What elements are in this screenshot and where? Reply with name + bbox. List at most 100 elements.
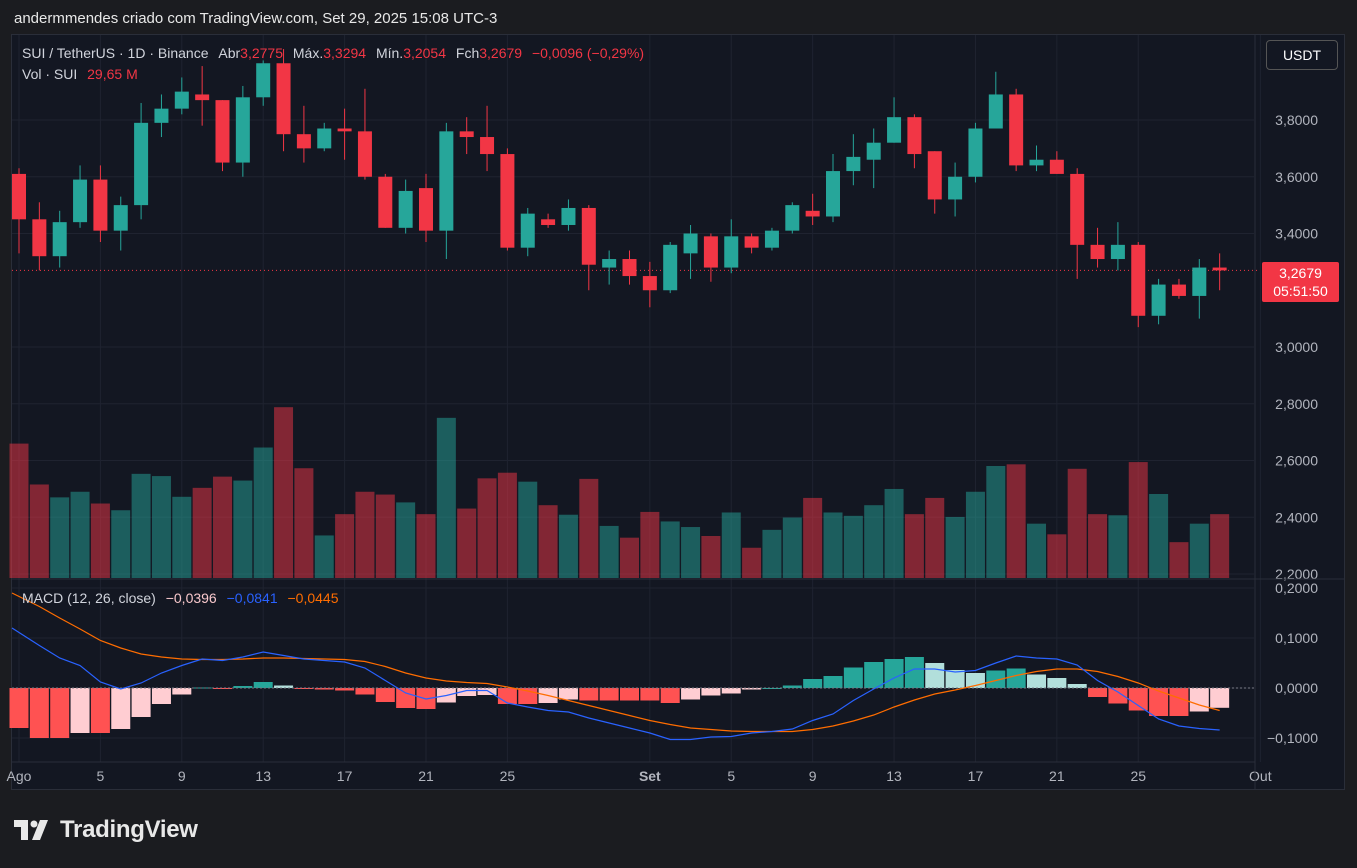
candle-body bbox=[541, 219, 556, 225]
macd-histogram-bar bbox=[1210, 688, 1230, 708]
close-value: 3,2679 bbox=[479, 45, 523, 61]
candle-body bbox=[235, 97, 250, 163]
time-tick-label: 21 bbox=[418, 768, 434, 784]
volume-bar bbox=[965, 491, 985, 578]
candle-body bbox=[1090, 244, 1105, 260]
macd-histogram-bar bbox=[1169, 688, 1189, 716]
macd-tick-label: 0,1000 bbox=[1275, 630, 1318, 646]
low-label: Mín. bbox=[375, 45, 404, 61]
volume-bar bbox=[1210, 514, 1230, 578]
candle-body bbox=[357, 131, 372, 177]
volume-bar bbox=[782, 517, 802, 578]
macd-histogram-bar bbox=[1189, 688, 1209, 712]
volume-bar bbox=[762, 529, 782, 578]
candle-body bbox=[663, 244, 678, 291]
candle-body bbox=[703, 236, 718, 268]
candle-body bbox=[12, 173, 26, 220]
macd-tick-label: −0,1000 bbox=[1267, 730, 1318, 746]
volume-bar bbox=[233, 480, 253, 578]
candle-body bbox=[968, 128, 983, 177]
volume-bar bbox=[396, 502, 416, 578]
macd-histogram-bar bbox=[29, 688, 49, 738]
volume-bar bbox=[660, 521, 680, 578]
macd-histogram-bar bbox=[1027, 674, 1046, 688]
candle-body bbox=[642, 276, 657, 291]
macd-histogram-bar bbox=[904, 657, 924, 688]
candle-body bbox=[1212, 267, 1227, 271]
candle-body bbox=[296, 134, 311, 149]
macd-histogram-bar bbox=[721, 688, 741, 694]
volume-bar bbox=[151, 476, 171, 578]
macd-histogram-bar bbox=[579, 688, 599, 701]
macd-histogram-bar bbox=[213, 688, 232, 689]
candle-body bbox=[215, 100, 230, 163]
time-tick-label: 9 bbox=[809, 768, 817, 784]
macd-histogram-bar bbox=[192, 687, 212, 689]
macd-histogram-bar bbox=[50, 688, 70, 738]
volume-bar bbox=[1169, 542, 1189, 578]
candle-body bbox=[622, 259, 637, 277]
price-tick-label: 2,2000 bbox=[1275, 566, 1318, 582]
time-tick-label: 21 bbox=[1049, 768, 1065, 784]
time-tick-label: 13 bbox=[886, 768, 902, 784]
currency-button[interactable]: USDT bbox=[1266, 40, 1338, 70]
volume-bar bbox=[50, 497, 70, 578]
open-value: 3,2775 bbox=[240, 45, 283, 61]
price-tick-label: 3,0000 bbox=[1275, 339, 1318, 355]
macd-histogram-bar bbox=[945, 670, 965, 688]
macd-histogram-bar bbox=[233, 686, 253, 688]
candle-body bbox=[1110, 244, 1125, 260]
macd-histogram-bar bbox=[70, 688, 90, 733]
macd-histogram-bar bbox=[843, 667, 863, 688]
volume-bar bbox=[131, 473, 151, 578]
candle-body bbox=[927, 151, 942, 200]
volume-bar bbox=[497, 472, 517, 578]
volume-bar bbox=[620, 537, 639, 578]
candle-body bbox=[602, 259, 617, 268]
macd-histogram-bar bbox=[742, 688, 762, 690]
candle-body bbox=[154, 108, 169, 123]
volume-bar bbox=[314, 535, 334, 578]
candle-body bbox=[520, 213, 535, 248]
brand-logo: TradingView bbox=[14, 816, 198, 844]
volume-bar bbox=[1067, 468, 1087, 578]
macd-histogram-bar bbox=[1128, 688, 1148, 711]
candle-body bbox=[988, 94, 1003, 129]
macd-histogram-bar bbox=[111, 688, 131, 729]
macd-histogram-bar bbox=[274, 685, 294, 688]
volume-bar bbox=[640, 511, 660, 578]
candle-body bbox=[73, 179, 88, 223]
high-value: 3,3294 bbox=[323, 45, 367, 61]
macd-tick-label: 0,2000 bbox=[1275, 580, 1318, 596]
macd-histogram-bar bbox=[457, 688, 477, 696]
candle-body bbox=[1192, 267, 1207, 296]
candle-body bbox=[1151, 284, 1166, 316]
symbol-label: SUI / TetherUS · 1D · Binance bbox=[22, 45, 209, 61]
macd-histogram-bar bbox=[701, 688, 721, 696]
time-tick-label: 25 bbox=[1130, 768, 1146, 784]
volume-bar bbox=[335, 514, 355, 578]
macd-histogram-bar bbox=[640, 688, 660, 701]
volume-label: Vol · SUI bbox=[22, 66, 78, 82]
volume-value: 29,65 M bbox=[87, 66, 138, 82]
macd-histogram-bar bbox=[558, 688, 578, 700]
macd-histogram-bar bbox=[660, 688, 680, 703]
macd-hist-value: −0,0396 bbox=[165, 590, 217, 606]
close-label: Fch bbox=[455, 45, 480, 61]
volume-bar bbox=[538, 505, 558, 578]
candle-body bbox=[1009, 94, 1024, 166]
candle-body bbox=[337, 128, 352, 132]
macd-histogram-bar bbox=[1149, 688, 1169, 716]
volume-bar bbox=[579, 478, 599, 578]
candle-body bbox=[1171, 284, 1186, 296]
candle-body bbox=[500, 154, 515, 248]
candle-body bbox=[459, 131, 474, 138]
macd-legend: MACD (12, 26, close) −0,0396 −0,0841 −0,… bbox=[22, 590, 339, 606]
macd-label: MACD (12, 26, close) bbox=[22, 590, 156, 606]
time-tick-label: 17 bbox=[337, 768, 353, 784]
candle-body bbox=[561, 207, 576, 225]
volume-bar bbox=[70, 491, 90, 578]
candle-body bbox=[480, 137, 495, 155]
change-value: −0,0096 (−0,29%) bbox=[531, 45, 645, 61]
